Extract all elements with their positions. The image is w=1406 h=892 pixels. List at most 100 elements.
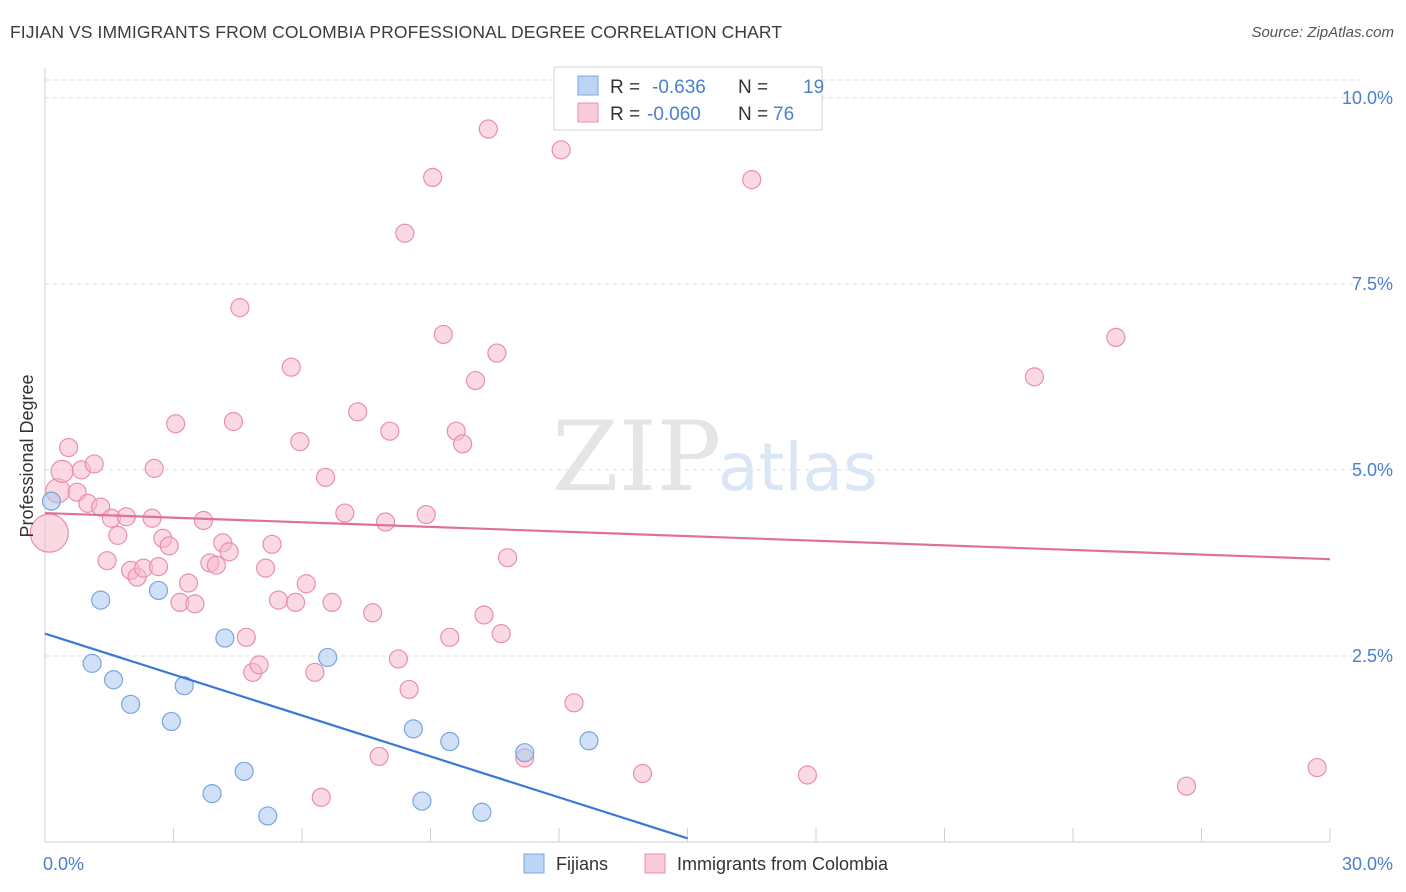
colombia-point-48 — [363, 603, 383, 623]
colombia-point-30 — [223, 411, 244, 432]
source-label: Source: ZipAtlas.com — [1251, 24, 1394, 41]
colombia-point-25 — [193, 510, 214, 531]
colombia-point-18 — [148, 557, 169, 577]
fijian-point-11 — [258, 806, 278, 826]
stats-legend: R = -0.636 N = 19 R = -0.060 N = 76 — [553, 66, 824, 131]
y-tick-label-2: 7.5% — [1352, 274, 1393, 294]
legend-n-label-2: N = — [738, 104, 768, 125]
colombia-point-39 — [285, 592, 306, 612]
colombia-point-52 — [388, 649, 408, 669]
colombia-point-60 — [453, 434, 473, 454]
colombia-point-7 — [84, 454, 104, 474]
colombia-point-3 — [58, 437, 79, 458]
legend-n-label-1: N = — [738, 77, 768, 98]
legend-n-value-2: 76 — [773, 104, 794, 125]
data-points — [29, 119, 1327, 826]
bottom-legend-swatch-fijians — [523, 853, 545, 874]
colombia-point-71 — [742, 170, 762, 190]
colombia-point-55 — [416, 504, 436, 525]
gridlines — [45, 79, 1365, 657]
colombia-point-34 — [249, 655, 269, 675]
y-axis-label: Professional Degree — [17, 374, 37, 537]
colombia-point-20 — [159, 536, 179, 556]
fijian-point-14 — [412, 791, 432, 811]
bottom-legend-swatch-colombia — [644, 853, 666, 874]
colombia-point-29 — [219, 542, 239, 562]
colombia-point-56 — [423, 167, 443, 188]
fijian-point-9 — [202, 784, 222, 804]
legend-r-label-2: R = — [610, 104, 640, 125]
fijian-point-2 — [82, 653, 102, 673]
fijian-point-10 — [234, 761, 254, 781]
chart-title: FIJIAN VS IMMIGRANTS FROM COLOMBIA PROFE… — [10, 22, 783, 42]
colombia-point-49 — [369, 746, 389, 767]
fijian-trend-line — [44, 632, 688, 840]
colombia-point-32 — [236, 627, 256, 647]
x-tick-label-0: 0.0% — [43, 854, 84, 874]
bottom-legend-fijians: Fijians — [556, 854, 608, 874]
colombia-point-31 — [230, 298, 250, 318]
colombia-point-68 — [551, 140, 571, 160]
colombia-point-16 — [142, 508, 162, 528]
fijian-point-5 — [148, 580, 169, 601]
colombia-point-9 — [97, 551, 117, 571]
y-tick-label-3: 10.0% — [1342, 88, 1393, 108]
fijian-point-1 — [91, 590, 111, 610]
fijian-point-8 — [215, 628, 235, 648]
colombia-point-54 — [399, 679, 419, 700]
colombia-point-62 — [474, 605, 494, 625]
stats-legend-box — [553, 66, 823, 131]
colombia-point-74 — [1106, 327, 1126, 348]
fijian-point-17 — [515, 743, 535, 763]
legend-n-value-1: 19 — [803, 77, 824, 98]
fijian-point-4 — [121, 694, 141, 714]
colombia-point-70 — [632, 763, 653, 784]
colombia-point-43 — [311, 787, 331, 807]
colombia-point-38 — [281, 357, 301, 377]
bottom-legend: Fijians Immigrants from Colombia — [523, 853, 889, 874]
y-tick-labels: 2.5% 5.0% 7.5% 10.0% — [1342, 88, 1393, 666]
fijian-point-16 — [472, 802, 492, 822]
colombia-point-57 — [433, 324, 453, 345]
legend-r-label-1: R = — [610, 77, 640, 98]
colombia-point-41 — [296, 574, 316, 594]
colombia-point-61 — [465, 370, 486, 391]
trend-lines — [44, 511, 1331, 840]
fijian-point-3 — [103, 670, 124, 690]
colombia-point-2 — [50, 459, 74, 483]
colombia-point-45 — [322, 592, 342, 612]
colombia-point-51 — [380, 421, 400, 441]
colombia-point-23 — [178, 573, 199, 593]
colombia-point-75 — [1176, 776, 1197, 796]
watermark-atlas: atlas — [718, 429, 878, 506]
fijian-point-13 — [403, 719, 423, 739]
colombia-point-73 — [1024, 367, 1045, 387]
colombia-point-11 — [108, 525, 128, 545]
y-tick-label-1: 5.0% — [1352, 460, 1393, 480]
colombia-point-66 — [498, 548, 518, 568]
fijian-point-15 — [440, 731, 460, 752]
colombia-point-76 — [1307, 757, 1327, 778]
legend-swatch-colombia — [577, 102, 599, 123]
watermark-zip: ZIP — [552, 401, 721, 513]
colombia-point-53 — [395, 223, 415, 243]
y-tick-label-0: 2.5% — [1352, 646, 1393, 666]
bottom-legend-colombia: Immigrants from Colombia — [677, 854, 889, 874]
fijian-point-6 — [161, 711, 181, 732]
colombia-point-24 — [185, 594, 205, 614]
legend-r-value-1: -0.636 — [652, 77, 706, 98]
x-tick-label-1: 30.0% — [1342, 854, 1393, 874]
colombia-point-69 — [564, 693, 584, 713]
x-tick-labels: 0.0% 30.0% — [43, 854, 1393, 874]
fijian-point-7 — [174, 676, 194, 696]
colombia-point-17 — [144, 458, 164, 478]
colombia-point-64 — [487, 343, 507, 363]
colombia-point-35 — [255, 558, 276, 578]
colombia-point-65 — [491, 624, 511, 644]
fijian-point-0 — [41, 491, 62, 511]
colombia-point-47 — [348, 402, 368, 422]
colombia-point-63 — [478, 119, 498, 139]
colombia-point-37 — [268, 590, 289, 610]
legend-r-value-2: -0.060 — [647, 104, 701, 125]
